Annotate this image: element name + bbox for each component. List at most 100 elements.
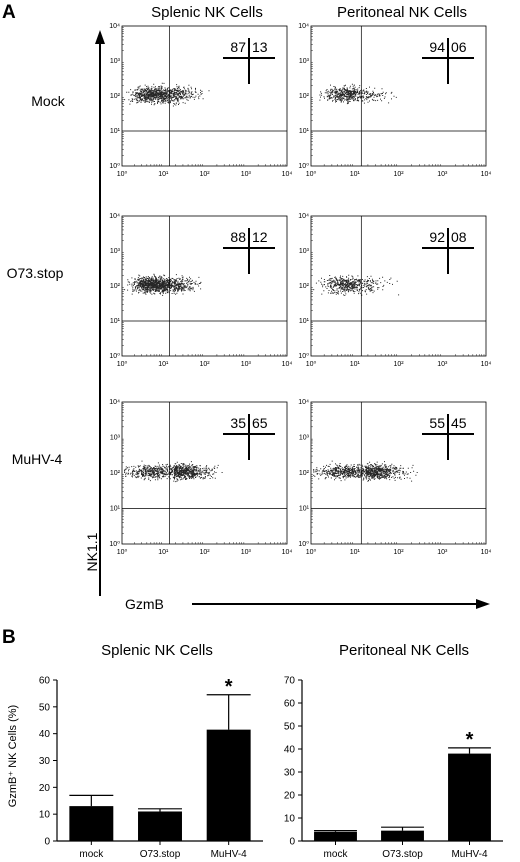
x-tick-label: 10³ <box>241 171 252 178</box>
y-tick-label: 10⁰ <box>298 540 309 548</box>
bar-muhv-4 <box>448 753 491 841</box>
bar-charts: 0 10 20 30 40 50 60 mock O73.stop MuHV-4 * 0 10 20 30 4… <box>39 676 503 860</box>
y-tick-label: 10² <box>110 283 121 290</box>
y-tick-label: 10⁴ <box>109 23 120 30</box>
y-tick-label: 10⁴ <box>109 213 120 220</box>
y-tick-label: 0 <box>289 837 295 848</box>
y-tick-label: 10¹ <box>110 506 121 513</box>
x-tick-label: 10¹ <box>158 171 169 178</box>
x-tick-label: 10³ <box>437 549 448 556</box>
x-tick-label: 10² <box>393 549 404 556</box>
y-tick-label: 10⁴ <box>298 23 309 30</box>
y-tick-label: 10² <box>299 283 310 290</box>
x-tick-label: 10⁴ <box>282 549 293 556</box>
y-tick-label: 50 <box>284 722 296 733</box>
y-tick-label: 10⁴ <box>298 213 309 220</box>
y-tick-label: 30 <box>284 768 296 779</box>
y-tick-label: 10¹ <box>110 318 121 325</box>
quadrant-left-value: 87 <box>230 39 246 55</box>
y-tick-label: 10⁴ <box>298 399 309 406</box>
quadrant-left-value: 35 <box>230 415 246 431</box>
x-tick-label: 10⁴ <box>282 171 293 178</box>
row-label-mock: Mock <box>31 93 65 109</box>
x-axis-label-gzmb: GzmB <box>125 596 164 612</box>
plot-frame <box>310 401 487 545</box>
quadrant-right-value: 08 <box>451 229 467 245</box>
significance-marker: * <box>225 676 233 698</box>
y-tick-label: 10² <box>110 93 121 100</box>
plot-frame <box>121 215 288 357</box>
y-tick-label: 10¹ <box>299 128 310 135</box>
event-dots <box>313 460 418 482</box>
x-tick-label: 10¹ <box>158 361 169 368</box>
quadrant-left-value: 88 <box>230 229 246 245</box>
bar-muhv-4 <box>206 729 251 841</box>
y-tick-label: 60 <box>284 699 296 710</box>
panel-a-letter: A <box>2 2 16 23</box>
category-label: mock <box>324 849 349 860</box>
y-tick-label: 10⁰ <box>109 352 120 360</box>
y-tick-label: 10 <box>284 814 296 825</box>
y-tick-label: 10² <box>110 470 121 477</box>
column-title-splenic: Splenic NK Cells <box>151 4 263 21</box>
bar-o73-stop <box>381 830 424 841</box>
column-title-peritoneal: Peritoneal NK Cells <box>337 4 467 21</box>
y-tick-label: 0 <box>44 837 50 848</box>
quadrant-left-value: 94 <box>429 39 445 55</box>
quadrant-right-value: 45 <box>451 415 467 431</box>
y-tick-label: 10³ <box>299 58 310 65</box>
x-tick-label: 10⁰ <box>117 548 128 556</box>
x-tick-label: 10⁴ <box>282 361 293 368</box>
y-tick-label: 10³ <box>110 248 121 255</box>
x-tick-label: 10² <box>199 549 210 556</box>
y-tick-label: 70 <box>284 676 296 687</box>
category-label: O73.stop <box>382 849 423 860</box>
y-tick-label: 10⁰ <box>109 162 120 170</box>
x-tick-label: 10⁴ <box>481 171 492 178</box>
bar-chart-0: 0 10 20 30 40 50 60 mock O73.stop MuHV-4 * <box>39 676 263 860</box>
bar-chart-title-peritoneal: Peritoneal NK Cells <box>339 642 469 659</box>
quadrant-right-value: 06 <box>451 39 467 55</box>
plot-frame <box>121 401 288 545</box>
x-tick-label: 10² <box>393 361 404 368</box>
significance-marker: * <box>466 729 474 751</box>
x-tick-label: 10¹ <box>350 549 361 556</box>
bar-chart-title-splenic: Splenic NK Cells <box>101 642 213 659</box>
plot-frame <box>310 215 487 357</box>
quadrant-right-value: 12 <box>252 229 268 245</box>
quadrant-left-value: 92 <box>429 229 445 245</box>
x-tick-label: 10³ <box>437 171 448 178</box>
y-tick-label: 40 <box>39 729 51 740</box>
x-tick-label: 10⁰ <box>117 170 128 178</box>
category-label: MuHV-4 <box>451 849 488 860</box>
x-tick-label: 10¹ <box>158 549 169 556</box>
quadrant-right-value: 13 <box>252 39 268 55</box>
panel-b-letter: B <box>2 627 16 648</box>
category-label: MuHV-4 <box>211 849 248 860</box>
event-dots <box>313 274 400 296</box>
plot-frame <box>121 25 288 167</box>
x-tick-label: 10² <box>199 171 210 178</box>
x-tick-label: 10⁰ <box>117 360 128 368</box>
y-tick-label: 10³ <box>110 435 121 442</box>
event-dots <box>124 273 202 296</box>
y-tick-label: 10³ <box>110 58 121 65</box>
bar-o73-stop <box>138 811 182 841</box>
y-tick-label: 20 <box>284 791 296 802</box>
bar-mock <box>69 806 114 841</box>
x-tick-label: 10¹ <box>350 171 361 178</box>
event-dots <box>124 460 223 483</box>
plot-frame <box>310 25 487 167</box>
y-tick-label: 10 <box>39 810 51 821</box>
row-label-o73stop: O73.stop <box>7 265 64 281</box>
y-axis-arrow <box>95 30 105 596</box>
y-tick-label: 10⁴ <box>109 399 120 406</box>
y-tick-label: 10⁰ <box>109 540 120 548</box>
panel-b-y-axis-label: GzmB⁺ NK Cells (%) <box>7 705 19 807</box>
